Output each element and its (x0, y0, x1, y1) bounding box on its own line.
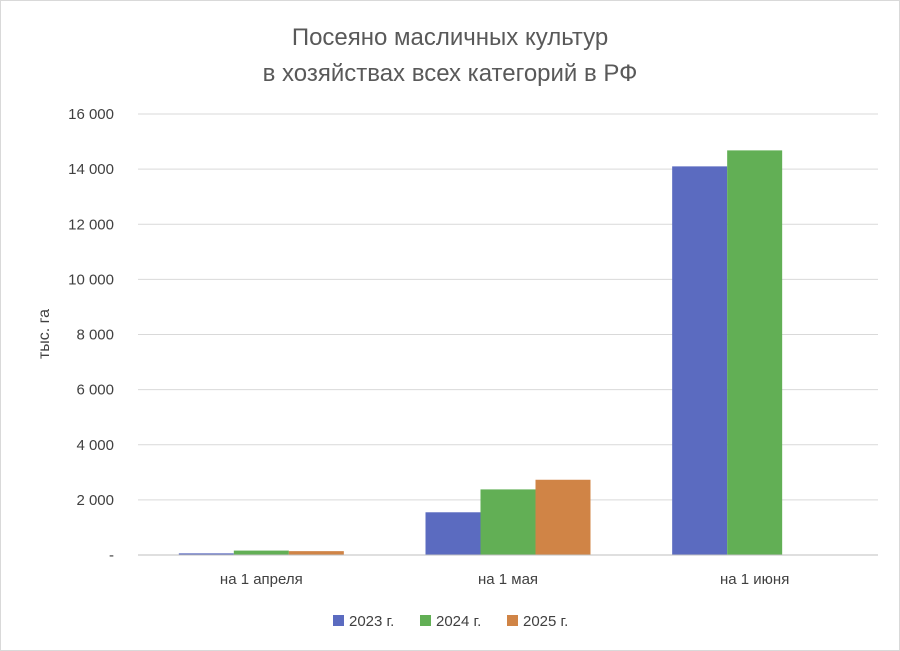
legend-swatch (333, 615, 344, 626)
y-tick-label: 8 000 (76, 327, 114, 344)
legend-label: 2023 г. (349, 613, 394, 630)
bars (178, 150, 783, 555)
y-tick-label: 4 000 (76, 437, 114, 454)
chart-title-line-1: Посеяно масличных культур (292, 24, 608, 51)
x-tick-label: на 1 мая (478, 571, 538, 588)
legend-swatch (420, 615, 431, 626)
legend: 2023 г. 2024 г. 2025 г. (333, 613, 568, 630)
x-tick-label: на 1 июня (720, 571, 789, 588)
y-axis-title: тыс. га (36, 309, 53, 359)
bar-1-2 (425, 512, 481, 555)
bar-3-1 (288, 551, 344, 555)
bar-2-1 (233, 550, 289, 555)
bar-3-2 (535, 479, 591, 555)
bar-1-1 (178, 553, 234, 555)
chart-title-line-2: в хозяйствах всех категорий в РФ (263, 60, 638, 87)
y-tick-label: 16 000 (68, 106, 114, 123)
bar-2-2 (480, 489, 536, 555)
y-tick-label: 12 000 (68, 216, 114, 233)
y-axis-ticks: - 2 000 4 000 6 000 8 000 10 000 12 000 14 000 1… (68, 106, 114, 564)
y-tick-label: - (109, 547, 114, 564)
y-tick-label: 6 000 (76, 382, 114, 399)
legend-swatch (507, 615, 518, 626)
y-tick-label: 10 000 (68, 271, 114, 288)
bar-1-3 (672, 166, 728, 555)
x-tick-label: на 1 апреля (220, 571, 303, 588)
y-tick-label: 2 000 (76, 492, 114, 509)
legend-label: 2025 г. (523, 613, 568, 630)
bar-2-3 (727, 150, 783, 555)
x-axis-ticks: на 1 апреля на 1 мая на 1 июня (220, 571, 789, 588)
y-tick-label: 14 000 (68, 161, 114, 178)
legend-label: 2024 г. (436, 613, 481, 630)
grid-lines (138, 113, 878, 501)
